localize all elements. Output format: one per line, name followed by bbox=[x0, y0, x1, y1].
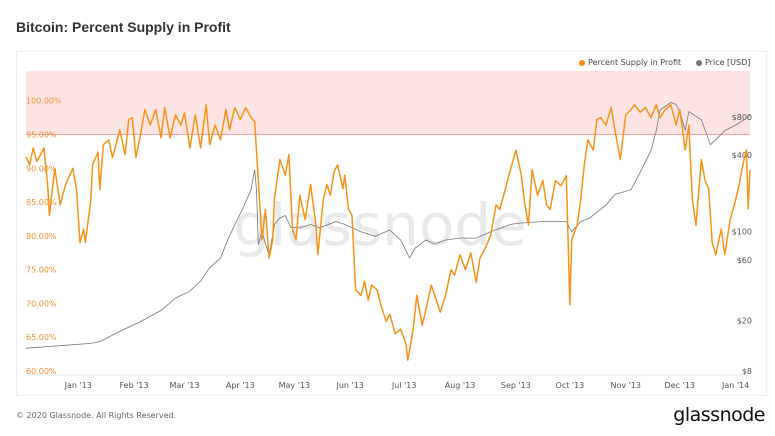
legend-dot-icon bbox=[579, 59, 585, 66]
x-tick-label: Nov '13 bbox=[610, 381, 641, 390]
y-left-tick-label: 80.00% bbox=[26, 232, 57, 241]
legend-item-price[interactable]: Price [USD] bbox=[696, 58, 750, 67]
x-tick-label: Sep '13 bbox=[501, 381, 531, 390]
y-left-tick-label: 70.00% bbox=[26, 299, 57, 308]
x-tick-label: Feb '13 bbox=[120, 381, 149, 390]
x-tick-label: Oct '13 bbox=[556, 381, 585, 390]
chart-container bbox=[16, 51, 767, 396]
y-left-tick-label: 100.00% bbox=[26, 97, 62, 106]
y-right-tick-label: $800 bbox=[732, 113, 752, 122]
y-left-tick-label: 90.00% bbox=[26, 164, 57, 173]
y-right-tick-label: $8 bbox=[742, 367, 752, 376]
x-tick-label: Aug '13 bbox=[445, 381, 476, 390]
copyright: © 2020 Glassnode. All Rights Reserved. bbox=[16, 411, 177, 420]
y-right-tick-label: $20 bbox=[737, 316, 752, 325]
highlight-band bbox=[26, 71, 750, 135]
glassnode-logo: glassnode bbox=[673, 404, 765, 426]
x-tick-label: Apr '13 bbox=[226, 381, 255, 390]
x-tick-label: Jan '14 bbox=[721, 381, 749, 390]
y-left-tick-label: 95.00% bbox=[26, 131, 57, 140]
y-right-tick-label: $400 bbox=[732, 151, 752, 160]
y-right-tick-label: $100 bbox=[732, 228, 752, 237]
x-tick-label: May '13 bbox=[279, 381, 310, 390]
x-tick-label: Dec '13 bbox=[665, 381, 695, 390]
y-left-tick-label: 65.00% bbox=[26, 333, 57, 342]
chart-title: Bitcoin: Percent Supply in Profit bbox=[16, 19, 231, 35]
price-series-line bbox=[25, 102, 751, 349]
y-left-tick-label: 75.00% bbox=[26, 266, 57, 275]
x-tick-label: Jul '13 bbox=[391, 381, 417, 390]
legend-item-supply[interactable]: Percent Supply in Profit bbox=[579, 58, 681, 67]
y-left-tick-label: 60.00% bbox=[26, 367, 57, 376]
y-right-tick-label: $60 bbox=[737, 256, 752, 265]
y-left-tick-label: 85.00% bbox=[26, 198, 57, 207]
x-tick-label: Jun '13 bbox=[335, 381, 363, 390]
x-tick-label: Jan '13 bbox=[64, 381, 92, 390]
x-tick-label: Mar '13 bbox=[169, 381, 199, 390]
watermark: glassnode bbox=[233, 191, 527, 259]
legend-label: Percent Supply in Profit bbox=[588, 58, 682, 67]
legend-dot-icon bbox=[696, 59, 702, 66]
legend-label: Price [USD] bbox=[705, 58, 751, 67]
supply-in-profit-series-line bbox=[25, 104, 751, 361]
